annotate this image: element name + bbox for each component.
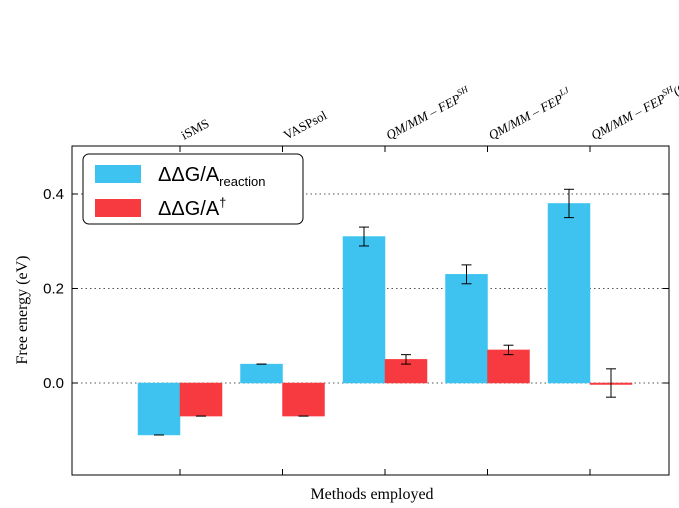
x-axis-title: Methods employed — [310, 486, 433, 503]
category-label-main: VASPsol — [281, 107, 330, 142]
y-tick-label: 0.2 — [43, 281, 64, 298]
bar-series2-4 — [487, 349, 530, 384]
category-label-main: QM/MM – FEP — [588, 91, 668, 143]
legend-label-main: ΔΔG/A — [158, 164, 220, 186]
bar-series1-5 — [547, 203, 591, 384]
legend-swatch-2 — [95, 199, 141, 217]
bar-series2-1 — [179, 382, 223, 417]
bar-series1-1 — [137, 382, 181, 436]
legend-label-2: ΔΔG/A† — [158, 195, 226, 220]
bar-series2-2 — [282, 382, 325, 417]
bar-series1-2 — [240, 363, 283, 384]
category-label-4: QM/MM – FEPLJ — [485, 84, 574, 142]
legend-label-main: ΔΔG/A — [158, 198, 220, 220]
plot-frame — [71, 145, 670, 476]
category-label-main: QM/MM – FEP — [383, 91, 463, 143]
y-axis-ticks: 0.0 0.2 0.4 — [43, 186, 669, 392]
category-label-sup: SH — [660, 84, 675, 98]
legend-label-sub: reaction — [219, 174, 265, 189]
category-label-5: QM/MM – FEPSH(OPT) — [587, 68, 679, 142]
category-label-2: VASPsol — [281, 107, 330, 142]
y-tick-label: 0.4 — [43, 186, 64, 203]
category-label-main: iSMS — [178, 115, 211, 142]
x-axis-categories: iSMS VASPsol QM/MM – FEPSH QM/MM – FEPLJ QM/… — [178, 68, 679, 475]
category-label-sup: SH — [455, 84, 470, 98]
category-label-3: QM/MM – FEPSH — [382, 84, 473, 143]
category-label-suffix: (OPT) — [671, 70, 679, 99]
category-label-1: iSMS — [178, 115, 211, 142]
bars — [137, 203, 633, 436]
legend-label-1: ΔΔG/Areaction — [158, 164, 265, 189]
error-bars — [154, 188, 616, 436]
bar-series1-4 — [445, 274, 488, 384]
bar-series1-3 — [342, 236, 386, 384]
legend-label-sup: † — [219, 195, 226, 210]
y-axis-title: Free energy (eV) — [14, 256, 31, 365]
y-tick-label: 0.0 — [43, 375, 64, 392]
legend-swatch-1 — [95, 165, 141, 183]
category-label-main: QM/MM – FEP — [486, 91, 566, 143]
